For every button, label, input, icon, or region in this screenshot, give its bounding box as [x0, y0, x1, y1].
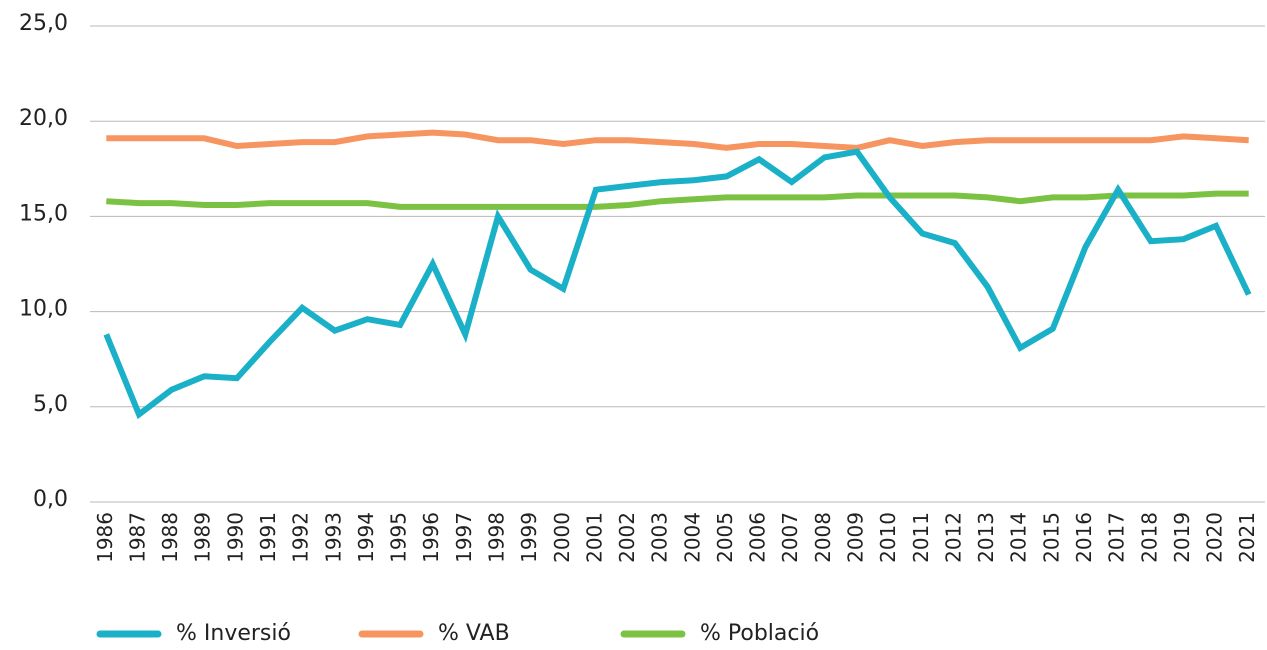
x-tick-label: 2002	[615, 512, 639, 563]
x-tick-label: 2014	[1007, 512, 1031, 563]
y-tick-label: 5,0	[33, 392, 68, 417]
x-tick-label: 2001	[582, 512, 606, 563]
line-series	[106, 190, 1249, 210]
y-tick-label: 20,0	[19, 106, 68, 131]
x-tick-label: 1995	[387, 512, 411, 563]
x-tick-label: 1988	[158, 512, 182, 563]
x-tick-label: 2005	[713, 512, 737, 563]
x-tick-label: 2019	[1170, 512, 1194, 563]
x-tick-label: 1993	[321, 512, 345, 563]
legend-label: % VAB	[438, 621, 510, 646]
x-tick-label: 2008	[811, 512, 835, 563]
line-series	[103, 148, 1252, 420]
x-tick-label: 1999	[517, 512, 541, 563]
x-tick-label: 2017	[1105, 512, 1129, 563]
x-tick-label: 2012	[941, 512, 965, 563]
x-tick-label: 2010	[876, 512, 900, 563]
x-tick-label: 2007	[778, 512, 802, 563]
y-tick-label: 10,0	[19, 297, 68, 322]
x-tick-label: 1997	[452, 512, 476, 563]
legend-label: % Població	[700, 621, 819, 646]
line-series	[106, 129, 1249, 151]
x-tick-label: 2004	[680, 512, 704, 563]
y-tick-label: 0,0	[33, 487, 68, 512]
x-tick-label: 1992	[289, 512, 313, 563]
x-tick-label: 1994	[354, 512, 378, 563]
x-tick-label: 2015	[1039, 512, 1063, 563]
x-tick-label: 2011	[909, 512, 933, 563]
x-tick-label: 1998	[484, 512, 508, 563]
x-tick-label: 2009	[844, 512, 868, 563]
y-tick-label: 15,0	[19, 201, 68, 226]
x-tick-label: 1986	[93, 512, 117, 563]
x-tick-label: 1987	[125, 512, 149, 563]
x-tick-label: 2020	[1203, 512, 1227, 563]
x-tick-label: 1996	[419, 512, 443, 563]
y-tick-label: 25,0	[19, 11, 68, 36]
x-tick-label: 2018	[1137, 512, 1161, 563]
x-tick-label: 1991	[256, 512, 280, 563]
x-tick-label: 2003	[648, 512, 672, 563]
x-tick-label: 2000	[550, 512, 574, 563]
x-tick-label: 1989	[191, 512, 215, 563]
legend-label: % Inversió	[176, 621, 291, 646]
x-tick-label: 2006	[746, 512, 770, 563]
x-tick-label: 2021	[1235, 512, 1259, 563]
x-tick-label: 2013	[974, 512, 998, 563]
x-tick-label: 1990	[223, 512, 247, 563]
x-tick-label: 2016	[1072, 512, 1096, 563]
